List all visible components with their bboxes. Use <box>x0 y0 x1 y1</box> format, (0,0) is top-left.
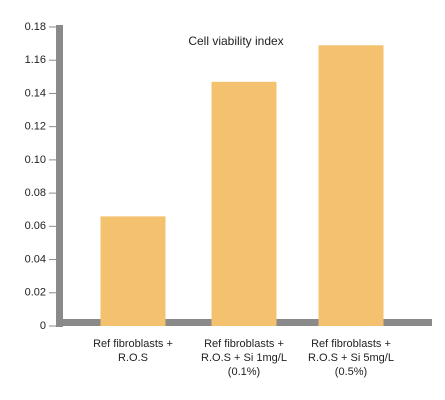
bar <box>211 81 277 326</box>
y-tick-label: 0.12 <box>25 121 46 133</box>
y-tick-label: 0.14 <box>25 87 46 99</box>
chart-title: Cell viability index <box>188 34 283 48</box>
bar <box>318 45 384 327</box>
x-tick-label: Ref fibroblasts + R.O.S + Si 1mg/L (0.1%) <box>201 338 287 378</box>
bar <box>100 216 166 326</box>
y-tick-label: 0.08 <box>25 187 46 199</box>
y-tick-label: 0.06 <box>25 220 46 232</box>
y-tick-label: 0.04 <box>25 253 46 265</box>
y-tick-label: 1.16 <box>25 54 46 66</box>
y-tick-label: 0.02 <box>25 287 46 299</box>
y-tick-label: 0 <box>40 320 46 332</box>
x-tick-label: Ref fibroblasts + R.O.S + Si 5mg/L (0.5%) <box>308 338 394 378</box>
y-tick-label: 0.10 <box>25 154 46 166</box>
y-tick-label: 0.18 <box>25 21 46 33</box>
x-tick-label: Ref fibroblasts + R.O.S <box>93 338 173 364</box>
y-axis <box>56 25 63 327</box>
